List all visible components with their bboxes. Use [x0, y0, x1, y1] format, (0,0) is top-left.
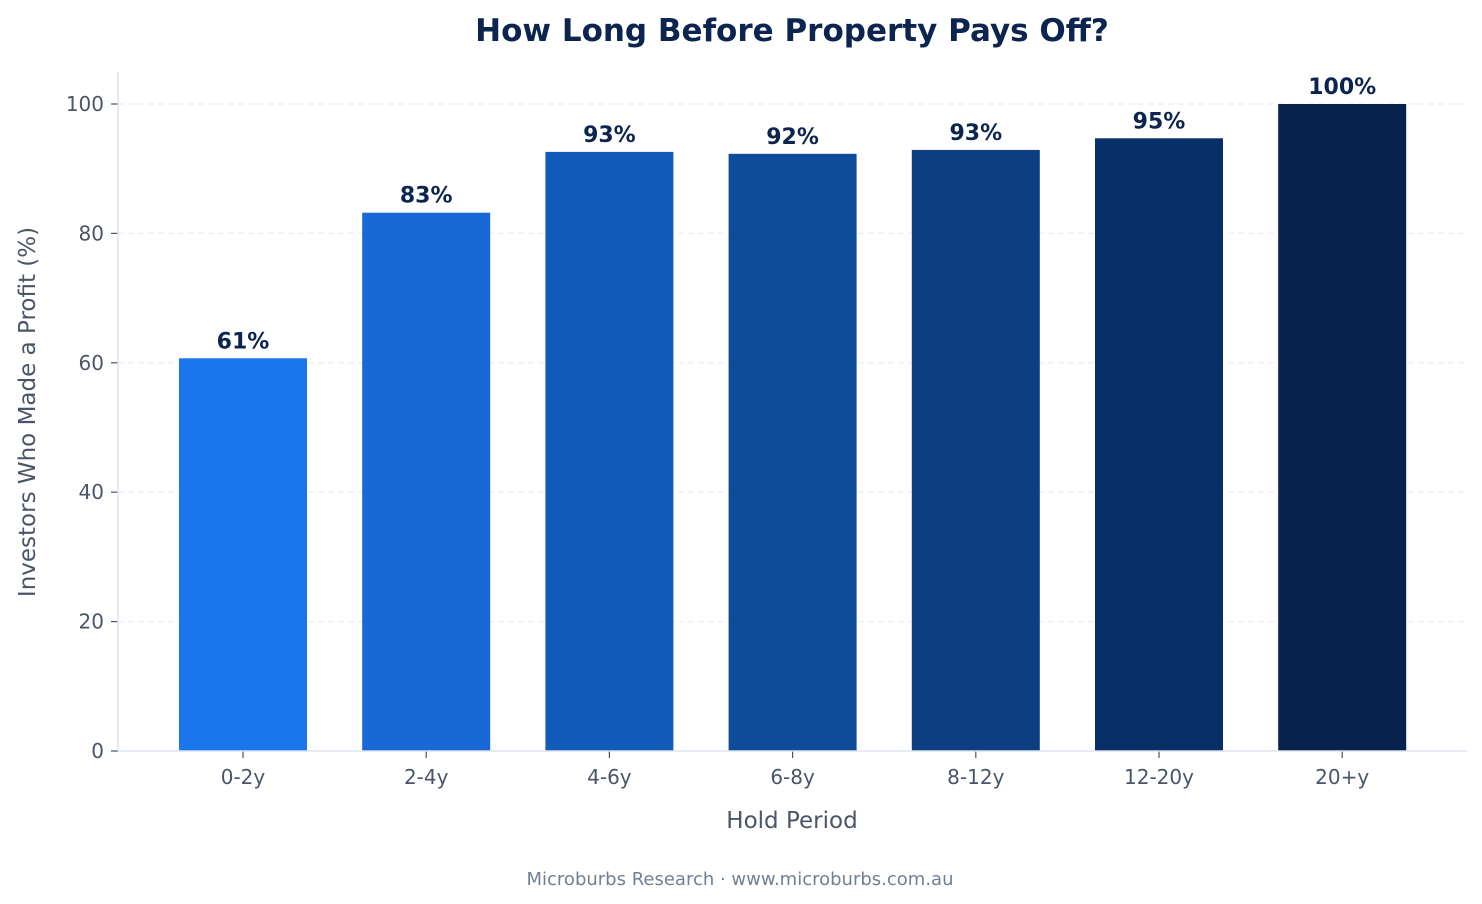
- y-tick-label: 20: [79, 610, 104, 634]
- data-label: 93%: [583, 123, 636, 148]
- data-label: 92%: [766, 125, 819, 150]
- x-axis-label: Hold Period: [726, 808, 857, 834]
- data-label: 95%: [1133, 109, 1186, 134]
- bar-4-6y: [545, 151, 674, 752]
- data-label: 61%: [217, 329, 270, 354]
- x-tick-label: 4-6y: [587, 765, 632, 789]
- y-tick-label: 100: [66, 92, 104, 116]
- bar-2-4y: [362, 212, 491, 752]
- y-tick-label: 60: [79, 351, 104, 375]
- x-tick-label: 6-8y: [770, 765, 815, 789]
- bar-8-12y: [911, 149, 1040, 751]
- x-tick-label: 2-4y: [404, 765, 449, 789]
- x-tick-label: 8-12y: [947, 765, 1004, 789]
- x-tick-label: 12-20y: [1124, 765, 1194, 789]
- x-tick-label: 20+y: [1315, 765, 1369, 789]
- data-label: 100%: [1308, 75, 1376, 100]
- y-tick-label: 40: [79, 480, 104, 504]
- footer-credit: Microburbs Research · www.microburbs.com…: [527, 869, 954, 890]
- data-label: 93%: [949, 121, 1002, 146]
- y-axis-label: Investors Who Made a Profit (%): [15, 227, 41, 597]
- x-tick-label: 0-2y: [221, 765, 266, 789]
- bar-6-8y: [728, 153, 857, 752]
- bar-20+y: [1278, 104, 1407, 751]
- bar-0-2y: [179, 358, 307, 751]
- data-label: 83%: [400, 184, 453, 209]
- y-tick-label: 0: [91, 739, 104, 763]
- chart-title: How Long Before Property Pays Off?: [475, 13, 1109, 49]
- y-tick-label: 80: [79, 221, 104, 245]
- bar-12-20y: [1095, 138, 1223, 751]
